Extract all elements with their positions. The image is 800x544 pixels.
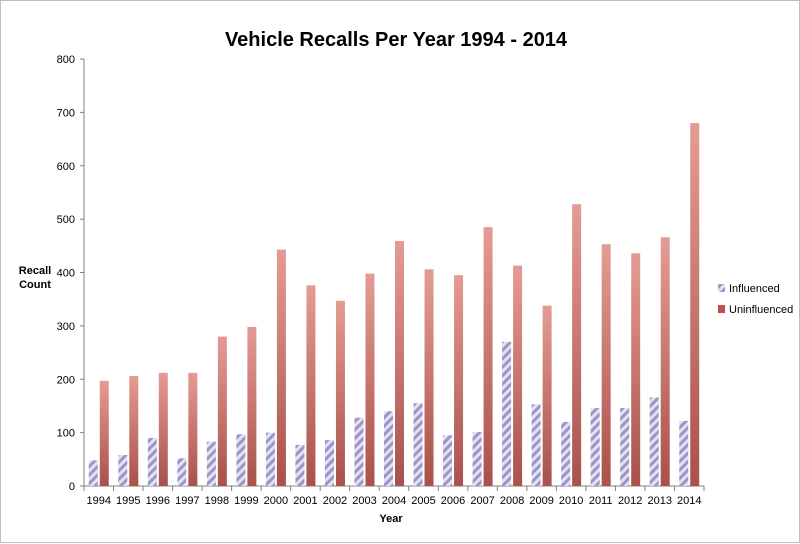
x-tick-label: 2002 — [323, 495, 347, 507]
x-tick-label: 2014 — [677, 495, 701, 507]
bar-uninfluenced — [631, 253, 641, 486]
bar-uninfluenced — [99, 380, 109, 486]
y-tick-label: 600 — [57, 161, 75, 173]
bar-uninfluenced — [601, 244, 611, 486]
bar-influenced — [177, 458, 187, 486]
bar-influenced — [620, 408, 630, 486]
x-tick-label: 2003 — [352, 495, 376, 507]
bar-uninfluenced — [572, 204, 582, 486]
bar-uninfluenced — [395, 241, 404, 486]
bar-uninfluenced — [276, 249, 286, 486]
x-tick-label: 2006 — [441, 495, 465, 507]
x-tick-label: 2012 — [618, 495, 642, 507]
bar-uninfluenced — [247, 326, 257, 486]
bar-influenced — [324, 440, 334, 486]
bar-uninfluenced — [454, 275, 464, 486]
bar-uninfluenced — [188, 372, 198, 486]
y-axis-title-line2: Count — [19, 279, 51, 291]
y-tick-label: 800 — [57, 54, 75, 66]
bar-uninfluenced — [690, 123, 700, 487]
bar-influenced — [236, 434, 246, 486]
y-tick-label: 0 — [69, 481, 75, 493]
bar-influenced — [265, 432, 275, 486]
x-tick-label: 2004 — [382, 495, 406, 507]
x-tick-label: 1999 — [234, 495, 258, 507]
x-tick-label: 2009 — [529, 495, 553, 507]
x-tick-label: 1995 — [116, 495, 140, 507]
x-axis-title: Year — [379, 513, 403, 525]
x-tick-label: 1994 — [87, 495, 111, 507]
legend-label-influenced: Influenced — [729, 283, 780, 295]
legend: Influenced Uninfluenced — [718, 283, 793, 316]
bar-uninfluenced — [158, 372, 168, 486]
bar-uninfluenced — [365, 273, 375, 486]
bar-uninfluenced — [660, 237, 670, 486]
bar-influenced — [590, 408, 600, 486]
bar-influenced — [295, 444, 305, 486]
y-tick-label: 700 — [57, 107, 75, 119]
legend-swatch-influenced — [718, 284, 725, 292]
x-tick-label: 2011 — [589, 495, 613, 507]
bar-influenced — [88, 460, 98, 486]
y-tick-label: 500 — [57, 214, 75, 226]
bar-uninfluenced — [483, 227, 493, 486]
bar-uninfluenced — [542, 305, 552, 486]
x-tick-label: 1997 — [175, 495, 199, 507]
x-tick-label: 1996 — [146, 495, 170, 507]
bar-uninfluenced — [217, 336, 227, 486]
bar-influenced — [561, 421, 571, 486]
bar-influenced — [531, 404, 541, 486]
y-axis-title-line1: Recall — [19, 265, 51, 277]
x-tick-label: 2010 — [559, 495, 583, 507]
bar-uninfluenced — [306, 285, 316, 486]
y-tick-label: 100 — [57, 428, 75, 440]
bar-influenced — [354, 417, 364, 486]
y-tick-label: 400 — [57, 268, 75, 280]
bar-uninfluenced — [424, 269, 434, 486]
legend-label-uninfluenced: Uninfluenced — [729, 304, 793, 316]
chart-title: Vehicle Recalls Per Year 1994 - 2014 — [225, 29, 568, 51]
x-tick-label: 2000 — [264, 495, 288, 507]
y-tick-label: 200 — [57, 374, 75, 386]
bar-influenced — [147, 437, 157, 486]
bar-influenced — [502, 341, 512, 486]
x-tick-label: 2007 — [470, 495, 494, 507]
x-tick-label: 2013 — [647, 495, 671, 507]
x-tick-label: 2005 — [411, 495, 435, 507]
plot-area: 0 100 200 300 400 500 600 700 800 1994 1995 1996 199… — [57, 54, 705, 507]
bar-uninfluenced — [335, 300, 345, 486]
y-tick-label: 300 — [57, 321, 75, 333]
bar-influenced — [384, 411, 393, 486]
x-tick-label: 2001 — [293, 495, 317, 507]
bar-influenced — [118, 455, 128, 486]
x-tick-label: 1998 — [205, 495, 229, 507]
bar-influenced — [443, 435, 453, 486]
bar-influenced — [472, 432, 482, 486]
bar-uninfluenced — [129, 376, 139, 486]
bar-influenced — [413, 403, 423, 486]
bar-influenced — [206, 441, 216, 486]
bar-influenced — [649, 397, 659, 486]
bar-influenced — [679, 420, 689, 486]
legend-swatch-uninfluenced — [718, 305, 725, 313]
bar-uninfluenced — [513, 265, 523, 486]
x-tick-label: 2008 — [500, 495, 524, 507]
